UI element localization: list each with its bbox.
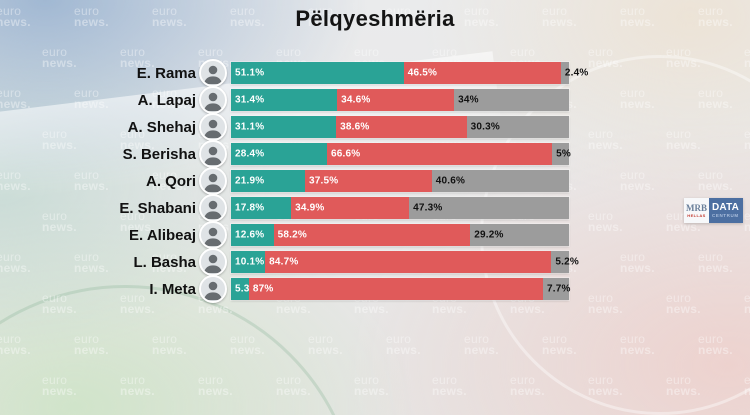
mrb-datacentrum-logo: MRB HELLAS DATA CENTRUM <box>684 198 743 223</box>
segment-disapprove: 84.7% <box>265 251 552 273</box>
segment-approve: 5.3 <box>231 278 249 300</box>
segment-disapprove: 38.6% <box>336 116 467 138</box>
stacked-bar: 10.1% 84.7% 5.2% <box>230 250 579 274</box>
value-label: 38.6% <box>340 121 370 133</box>
value-label: 37.5% <box>309 175 339 187</box>
value-label: 10.1% <box>235 256 265 268</box>
chart-row: S. Berisha 28.4% 66.6% 5% <box>0 140 750 168</box>
segment-disapprove: 34.6% <box>337 89 455 111</box>
segment-neutral: 34% <box>454 89 569 111</box>
chart-row: E. Rama 51.1% 46.5% 2.4% <box>0 59 750 87</box>
value-label: 28.4% <box>235 148 265 160</box>
chart-row: L. Basha 10.1% 84.7% 5.2% <box>0 248 750 276</box>
stacked-bar: 21.9% 37.5% 40.6% <box>230 169 570 193</box>
segment-approve: 12.6% <box>231 224 274 246</box>
segment-disapprove: 34.9% <box>291 197 410 219</box>
value-label: 58.2% <box>277 229 307 241</box>
value-label: 5% <box>556 148 571 160</box>
segment-neutral: 30.3% <box>466 116 569 138</box>
segment-disapprove: 87% <box>248 278 543 300</box>
segment-approve: 10.1% <box>231 251 266 273</box>
candidate-avatar <box>199 140 227 168</box>
segment-neutral: 40.6% <box>431 170 569 192</box>
chart-row: I. Meta 5.3 87% 7.7% <box>0 275 750 303</box>
value-label: 34% <box>458 94 479 106</box>
mrb-logo-text: MRB <box>686 202 707 213</box>
data-logo-text: DATA <box>712 201 740 213</box>
candidate-avatar <box>199 275 227 303</box>
value-label: 51.1% <box>235 67 265 79</box>
stacked-bar: 12.6% 58.2% 29.2% <box>230 223 570 247</box>
segment-disapprove: 37.5% <box>305 170 432 192</box>
value-label: 31.4% <box>235 94 265 106</box>
value-label: 5.2% <box>555 256 579 268</box>
value-label: 21.9% <box>235 175 265 187</box>
segment-neutral: 7.7% <box>542 278 571 300</box>
segment-disapprove: 58.2% <box>273 224 471 246</box>
chart-row: A. Lapaj 31.4% 34.6% 34% <box>0 86 750 114</box>
segment-approve: 31.1% <box>231 116 337 138</box>
candidate-name: A. Qori <box>145 172 196 190</box>
segment-disapprove: 66.6% <box>326 143 553 165</box>
candidate-name: L. Basha <box>133 253 196 271</box>
stacked-bar: 17.8% 34.9% 47.3% <box>230 196 570 220</box>
value-label: 46.5% <box>407 67 438 79</box>
chart-row: A. Qori 21.9% 37.5% 40.6% <box>0 167 750 195</box>
segment-approve: 31.4% <box>231 89 338 111</box>
value-label: 5.3 <box>235 283 250 295</box>
chart-row: E. Shabani 17.8% 34.9% 47.3% <box>0 194 750 222</box>
value-label: 34.6% <box>341 94 371 106</box>
value-label: 47.3% <box>413 202 443 214</box>
segment-neutral: 5.2% <box>551 251 579 273</box>
segment-neutral: 2.4% <box>560 62 588 84</box>
candidate-name: A. Lapaj <box>137 91 196 109</box>
candidate-avatar <box>199 113 227 141</box>
candidate-name: A. Shehaj <box>127 118 196 136</box>
candidate-name: I. Meta <box>149 280 196 298</box>
stacked-bar: 51.1% 46.5% 2.4% <box>230 61 588 85</box>
stacked-bar: 28.4% 66.6% 5% <box>230 142 571 166</box>
centrum-logo-text: CENTRUM <box>712 212 739 218</box>
value-label: 12.6% <box>235 229 265 241</box>
candidate-name: S. Berisha <box>122 145 196 163</box>
value-label: 40.6% <box>435 175 466 187</box>
stacked-bar: 31.1% 38.6% 30.3% <box>230 115 570 139</box>
value-label: 17.8% <box>235 202 265 214</box>
chart-row: E. Alibeaj 12.6% 58.2% 29.2% <box>0 221 750 249</box>
candidate-name: E. Shabani <box>119 199 196 217</box>
datacentrum-logo-box: DATA CENTRUM <box>709 198 743 223</box>
mrb-hellas-text: HELLAS <box>687 212 706 218</box>
value-label: 34.9% <box>295 202 325 214</box>
segment-approve: 28.4% <box>231 143 327 165</box>
chart-title: Pëlqyeshmëria <box>295 6 455 31</box>
stacked-bar: 5.3 87% 7.7% <box>230 277 571 301</box>
segment-neutral: 5% <box>552 143 571 165</box>
stacked-bar: 31.4% 34.6% 34% <box>230 88 570 112</box>
segment-neutral: 47.3% <box>409 197 569 219</box>
value-label: 66.6% <box>330 148 361 160</box>
candidate-avatar <box>199 248 227 276</box>
candidate-name: E. Rama <box>136 64 196 82</box>
value-label: 29.2% <box>474 229 504 241</box>
candidate-name: E. Alibeaj <box>129 226 196 244</box>
value-label: 84.7% <box>269 256 299 268</box>
segment-neutral: 29.2% <box>470 224 569 246</box>
segment-approve: 21.9% <box>231 170 306 192</box>
value-label: 2.4% <box>564 67 589 79</box>
candidate-avatar <box>199 194 227 222</box>
candidate-avatar <box>199 167 227 195</box>
segment-approve: 51.1% <box>231 62 404 84</box>
value-label: 30.3% <box>470 121 500 133</box>
segment-disapprove: 46.5% <box>403 62 561 84</box>
value-label: 31.1% <box>235 121 265 133</box>
segment-approve: 17.8% <box>231 197 292 219</box>
value-label: 7.7% <box>546 283 571 295</box>
candidate-avatar <box>199 221 227 249</box>
mrb-logo-box: MRB HELLAS <box>684 198 709 223</box>
value-label: 87% <box>252 283 274 295</box>
chart-row: A. Shehaj 31.1% 38.6% 30.3% <box>0 113 750 141</box>
candidate-avatar <box>199 86 227 114</box>
candidate-avatar <box>199 59 227 87</box>
